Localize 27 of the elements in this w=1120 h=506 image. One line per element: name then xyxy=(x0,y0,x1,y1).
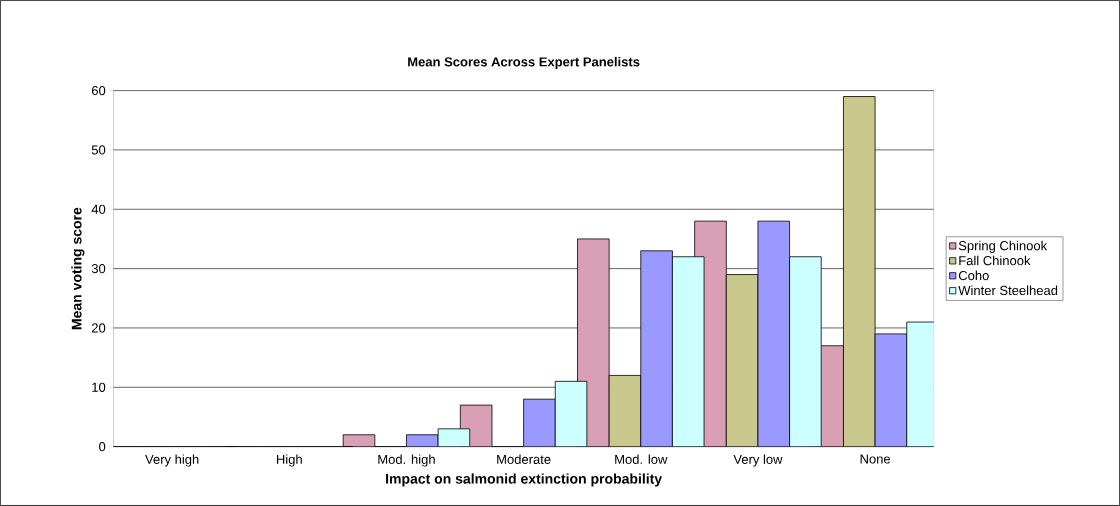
x-tick-label: High xyxy=(277,454,302,467)
y-tick-label: 50 xyxy=(91,145,106,155)
legend-label: Spring Chinook xyxy=(958,240,1048,253)
bar xyxy=(726,274,758,447)
bar xyxy=(843,96,876,447)
y-axis-title: Mean voting score xyxy=(71,207,85,330)
legend-label: Coho xyxy=(958,270,989,281)
bar xyxy=(640,250,673,447)
y-tick-label: 0 xyxy=(99,442,106,452)
x-axis-title: Impact on salmonid extinction probability xyxy=(386,473,663,487)
x-tick-label: Mod. low xyxy=(615,454,668,465)
bar xyxy=(523,399,556,447)
y-tick-label: 10 xyxy=(92,382,106,392)
legend-label: Winter Steelhead xyxy=(958,285,1058,296)
y-tick-label: 30 xyxy=(91,264,106,274)
x-tick-label: Very low xyxy=(733,454,783,467)
x-tick-label: Mod. high xyxy=(378,454,435,467)
x-tick-label: Moderate xyxy=(497,454,551,465)
y-tick-label: 40 xyxy=(91,204,106,214)
legend-label: Fall Chinook xyxy=(959,255,1031,266)
x-tick-label: Very high xyxy=(145,454,199,467)
bar xyxy=(609,375,641,447)
chart-title: Mean Scores Across Expert Panelists xyxy=(408,56,640,70)
x-tick-label: None xyxy=(860,454,891,464)
y-tick-label: 60 xyxy=(91,86,106,96)
bar xyxy=(757,221,790,447)
y-tick-label: 20 xyxy=(91,323,106,333)
